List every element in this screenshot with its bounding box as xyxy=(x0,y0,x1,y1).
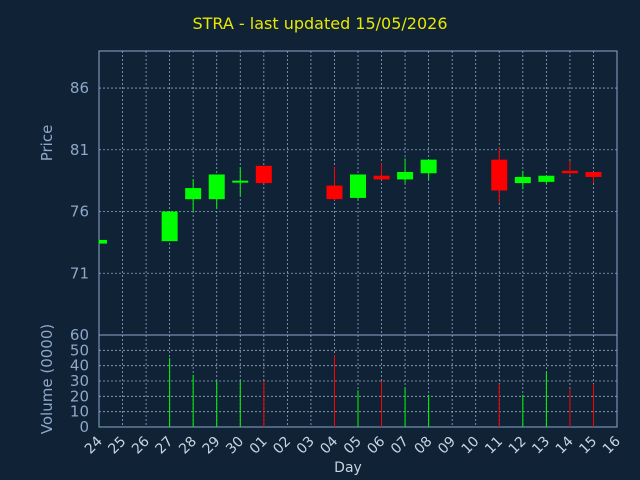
candle-body xyxy=(350,174,366,198)
x-tick-label: 11 xyxy=(482,434,506,458)
candle xyxy=(373,163,390,180)
candle-body xyxy=(420,159,437,174)
x-tick-label: 01 xyxy=(247,434,271,458)
candle xyxy=(326,167,343,201)
x-tick-label: 15 xyxy=(576,434,600,458)
candle xyxy=(185,179,202,212)
candle-body xyxy=(491,159,508,191)
x-tick-label: 26 xyxy=(129,433,153,457)
volume-tick-label: 0 xyxy=(79,418,89,436)
price-tick-label: 76 xyxy=(70,203,89,221)
candle-body xyxy=(208,174,225,200)
x-tick-label: 29 xyxy=(200,434,224,458)
candle-body xyxy=(538,175,555,182)
x-tick-label: 30 xyxy=(223,434,247,458)
x-tick-label: 13 xyxy=(529,434,553,458)
candle-body xyxy=(397,172,414,180)
candle-body xyxy=(255,165,272,184)
x-axis: 24 25 26 27 28 29 30 01 02 03 04 05 06 07 08 09 10 11 12 13… xyxy=(82,433,624,476)
candle xyxy=(538,175,555,185)
x-tick-label: 28 xyxy=(176,434,200,458)
candle xyxy=(350,174,366,200)
volume-tick-label: 40 xyxy=(70,357,89,375)
candle-body xyxy=(561,170,578,174)
candle xyxy=(585,172,602,184)
x-tick-label: 12 xyxy=(506,434,530,458)
volume-axis-label: Volume (0000) xyxy=(38,324,56,434)
x-tick-label: 09 xyxy=(435,434,459,458)
volume-tick-label: 50 xyxy=(70,341,89,359)
candle-body xyxy=(585,172,602,177)
candle-body xyxy=(373,175,390,180)
candle xyxy=(397,158,414,184)
x-tick-label: 27 xyxy=(153,434,177,458)
candle xyxy=(420,159,437,180)
x-tick-label: 02 xyxy=(270,434,294,458)
x-tick-label: 16 xyxy=(600,433,624,457)
price-tick-label: 86 xyxy=(70,79,89,97)
x-tick-label: 06 xyxy=(364,433,388,457)
candle-body xyxy=(99,239,107,244)
x-tick-label: 24 xyxy=(82,433,106,457)
x-tick-label: 07 xyxy=(388,434,412,458)
price-panel: 86 81 76 71 Price xyxy=(38,50,618,336)
candle xyxy=(208,174,225,210)
price-tick-label: 71 xyxy=(70,264,89,282)
x-tick-label: 05 xyxy=(341,434,365,458)
candle xyxy=(561,160,578,175)
chart-title: STRA - last updated 15/05/2026 xyxy=(192,14,448,33)
x-tick-label: 03 xyxy=(294,434,318,458)
price-tick-label: 81 xyxy=(70,141,89,159)
candle-body xyxy=(326,185,343,200)
price-axis-label: Price xyxy=(38,125,56,162)
volume-tick-label: 10 xyxy=(70,403,89,421)
x-axis-label: Day xyxy=(334,460,362,476)
candle xyxy=(232,167,249,196)
candle xyxy=(514,170,531,190)
candle xyxy=(161,211,178,242)
x-tick-label: 04 xyxy=(317,433,341,457)
candle-body xyxy=(161,211,178,242)
candle-body xyxy=(185,188,202,200)
candle-body xyxy=(232,180,249,183)
candle xyxy=(255,165,272,184)
x-tick-label: 08 xyxy=(412,434,436,458)
volume-tick-label: 60 xyxy=(70,326,89,344)
candle-body xyxy=(514,176,531,184)
candle xyxy=(491,147,508,203)
x-tick-label: 10 xyxy=(459,434,483,458)
x-tick-label: 25 xyxy=(105,434,129,458)
x-tick-label: 14 xyxy=(553,433,577,457)
candle xyxy=(98,239,107,244)
volume-tick-label: 30 xyxy=(70,372,89,390)
volume-tick-label: 20 xyxy=(70,387,89,405)
